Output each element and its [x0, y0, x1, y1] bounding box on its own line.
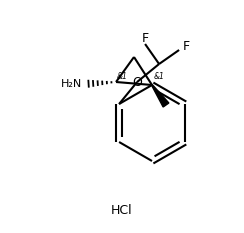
Text: F: F — [183, 40, 190, 52]
Polygon shape — [152, 85, 169, 107]
Text: &1: &1 — [154, 72, 165, 81]
Text: F: F — [142, 31, 149, 45]
Text: H₂N: H₂N — [60, 79, 82, 89]
Text: O: O — [132, 75, 142, 89]
Text: HCl: HCl — [111, 205, 133, 217]
Text: &1: &1 — [117, 72, 128, 81]
